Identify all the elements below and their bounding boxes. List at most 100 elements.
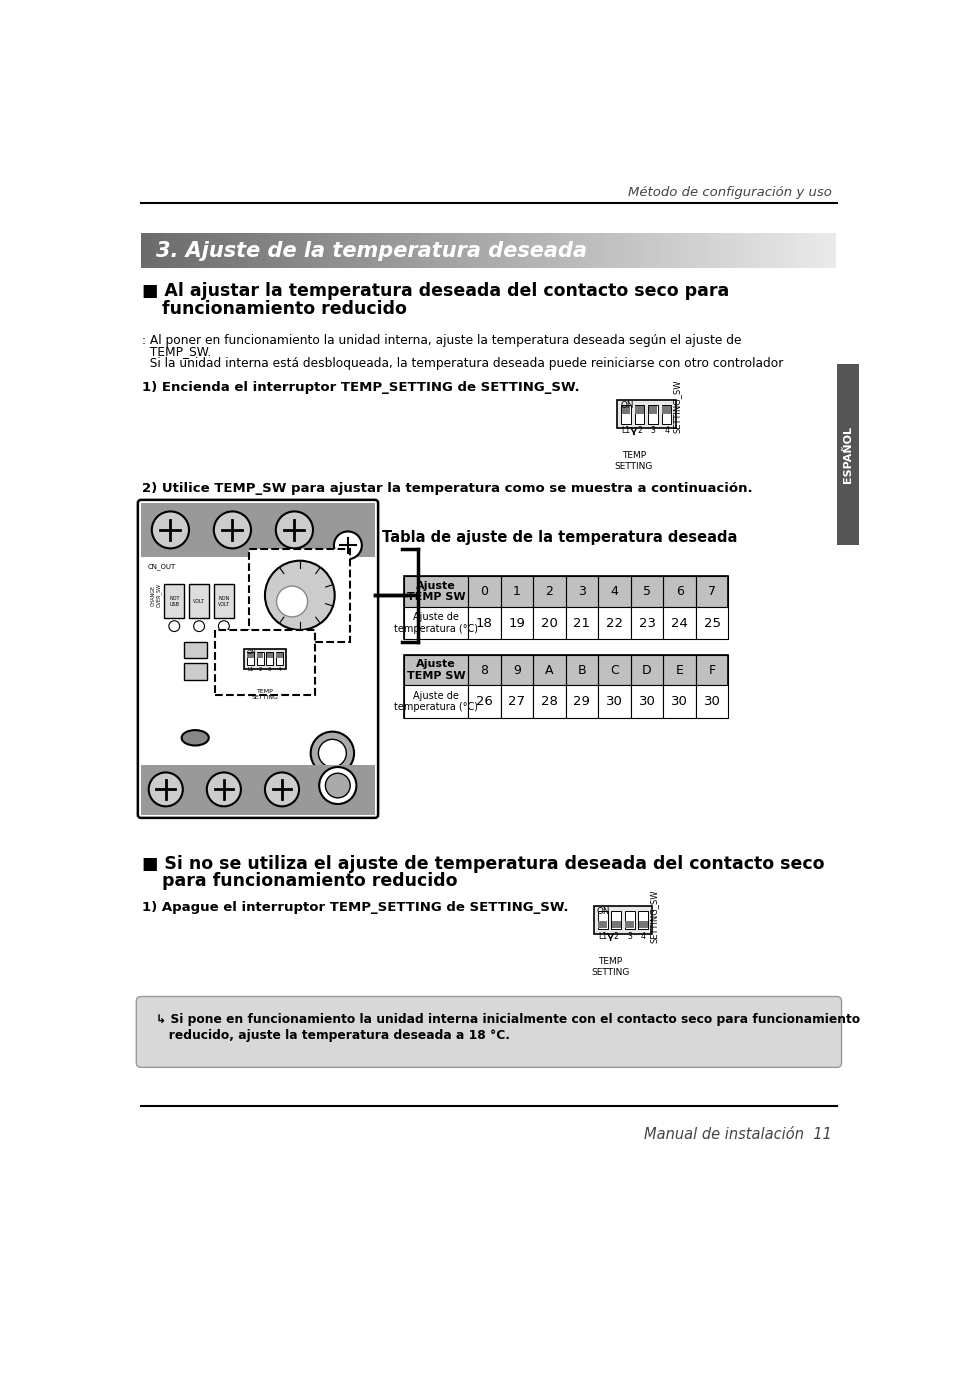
Text: 30: 30 bbox=[703, 696, 720, 708]
Bar bbox=[453, 234, 456, 269]
Bar bbox=[217, 234, 221, 269]
Bar bbox=[585, 234, 589, 269]
Text: ↳ Si pone en funcionamiento la unidad interna inicialmente con el contacto seco : ↳ Si pone en funcionamiento la unidad in… bbox=[156, 1014, 860, 1026]
Text: TEMP
SETTING: TEMP SETTING bbox=[591, 958, 629, 977]
Bar bbox=[460, 234, 464, 269]
Bar bbox=[789, 234, 793, 269]
Text: C: C bbox=[610, 664, 618, 676]
Bar bbox=[141, 234, 145, 269]
Bar bbox=[696, 234, 700, 269]
Circle shape bbox=[149, 773, 183, 806]
Bar bbox=[213, 234, 217, 269]
Bar bbox=[635, 406, 643, 414]
Text: : Al poner en funcionamiento la unidad interna, ajuste la temperatura deseada se: : Al poner en funcionamiento la unidad i… bbox=[142, 333, 741, 347]
Bar bbox=[189, 584, 209, 619]
Bar bbox=[183, 641, 207, 658]
Bar bbox=[575, 234, 578, 269]
Bar bbox=[664, 234, 668, 269]
Bar bbox=[727, 234, 731, 269]
Bar bbox=[500, 608, 533, 640]
Bar bbox=[786, 234, 790, 269]
Circle shape bbox=[218, 620, 229, 631]
Bar bbox=[647, 405, 658, 424]
Text: 4: 4 bbox=[277, 668, 281, 672]
Text: 1) Apague el interruptor TEMP_SETTING de SETTING_SW.: 1) Apague el interruptor TEMP_SETTING de… bbox=[142, 902, 568, 914]
Bar bbox=[647, 234, 651, 269]
Text: ON: ON bbox=[246, 650, 255, 655]
Bar bbox=[654, 234, 658, 269]
Bar bbox=[588, 234, 592, 269]
Bar bbox=[224, 234, 228, 269]
Bar bbox=[190, 234, 193, 269]
Text: 26: 26 bbox=[476, 696, 492, 708]
Text: 30: 30 bbox=[605, 696, 622, 708]
Bar bbox=[651, 234, 655, 269]
Bar bbox=[203, 234, 207, 269]
Bar bbox=[183, 664, 207, 680]
Text: 27: 27 bbox=[508, 696, 525, 708]
Bar bbox=[772, 234, 776, 269]
Bar bbox=[175, 234, 179, 269]
Bar bbox=[560, 234, 564, 269]
Text: 5: 5 bbox=[642, 585, 650, 598]
Text: 23: 23 bbox=[638, 616, 655, 630]
Bar bbox=[751, 234, 755, 269]
Text: 4: 4 bbox=[663, 426, 668, 435]
Bar bbox=[596, 234, 599, 269]
Bar bbox=[598, 655, 630, 686]
Circle shape bbox=[275, 511, 313, 549]
Bar bbox=[626, 234, 630, 269]
Bar bbox=[374, 234, 377, 269]
Text: 2: 2 bbox=[545, 585, 553, 598]
Bar bbox=[740, 234, 744, 269]
Bar bbox=[241, 234, 245, 269]
Bar bbox=[179, 234, 183, 269]
Bar bbox=[533, 686, 565, 718]
Text: 3: 3 bbox=[578, 585, 585, 598]
Text: 21: 21 bbox=[573, 616, 590, 630]
Bar bbox=[598, 911, 607, 930]
Bar bbox=[776, 234, 780, 269]
Text: 20: 20 bbox=[540, 616, 558, 630]
Bar bbox=[738, 234, 741, 269]
Text: Ajuste de
temperatura (°C): Ajuste de temperatura (°C) bbox=[394, 612, 477, 634]
Bar bbox=[249, 549, 350, 641]
Text: VOLT: VOLT bbox=[193, 599, 205, 603]
Bar bbox=[620, 405, 630, 424]
Text: 29: 29 bbox=[573, 696, 590, 708]
Bar bbox=[598, 921, 606, 928]
Bar bbox=[164, 584, 184, 619]
Text: CN_OUT: CN_OUT bbox=[147, 563, 175, 570]
Bar bbox=[394, 234, 397, 269]
Bar bbox=[355, 234, 359, 269]
Bar bbox=[477, 234, 481, 269]
Bar bbox=[273, 234, 276, 269]
Bar bbox=[565, 608, 598, 640]
Bar bbox=[422, 234, 426, 269]
Bar bbox=[384, 234, 388, 269]
Bar bbox=[592, 234, 596, 269]
Text: 2: 2 bbox=[613, 932, 618, 941]
Bar bbox=[484, 234, 488, 269]
Bar bbox=[300, 234, 304, 269]
FancyBboxPatch shape bbox=[137, 500, 377, 818]
Text: 30: 30 bbox=[670, 696, 687, 708]
Bar bbox=[803, 234, 807, 269]
Bar bbox=[266, 652, 273, 665]
Ellipse shape bbox=[181, 729, 209, 746]
Bar bbox=[702, 234, 706, 269]
Bar bbox=[668, 234, 672, 269]
Bar bbox=[661, 406, 670, 414]
Bar bbox=[335, 234, 339, 269]
Bar bbox=[617, 400, 675, 428]
Bar bbox=[630, 234, 634, 269]
Text: Ajuste
TEMP SW: Ajuste TEMP SW bbox=[407, 581, 465, 602]
Text: Ajuste de
temperatura (°C): Ajuste de temperatura (°C) bbox=[394, 690, 477, 713]
Text: 3: 3 bbox=[650, 426, 655, 435]
Bar bbox=[640, 234, 644, 269]
Bar bbox=[765, 234, 769, 269]
Bar bbox=[509, 234, 513, 269]
Bar bbox=[675, 234, 679, 269]
Bar bbox=[706, 234, 710, 269]
Bar bbox=[550, 234, 554, 269]
